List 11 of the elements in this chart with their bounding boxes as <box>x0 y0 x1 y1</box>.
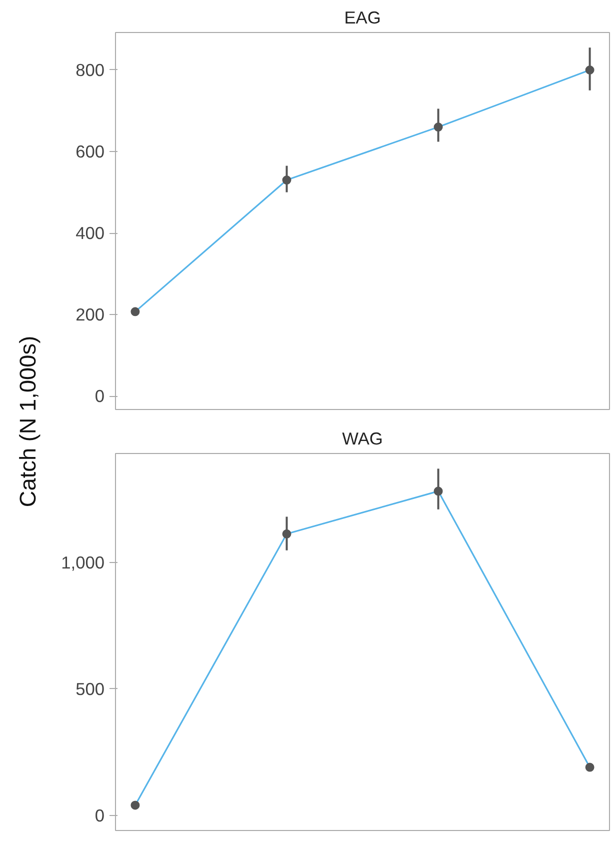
chart-title: WAG <box>342 428 383 448</box>
y-tick-label: 200 <box>76 304 105 325</box>
y-axis-title: Catch (N 1,000s) <box>14 336 40 508</box>
chart-title: EAG <box>344 8 381 28</box>
y-tick-label: 600 <box>76 142 105 162</box>
y-tick-label: 500 <box>76 678 105 699</box>
y-tick-label: 1,000 <box>61 552 105 572</box>
y-tick-label: 0 <box>94 805 105 826</box>
y-tick-label: 800 <box>76 60 105 80</box>
y-tick-label: 400 <box>76 223 105 244</box>
y-tick-label: 0 <box>94 386 105 406</box>
